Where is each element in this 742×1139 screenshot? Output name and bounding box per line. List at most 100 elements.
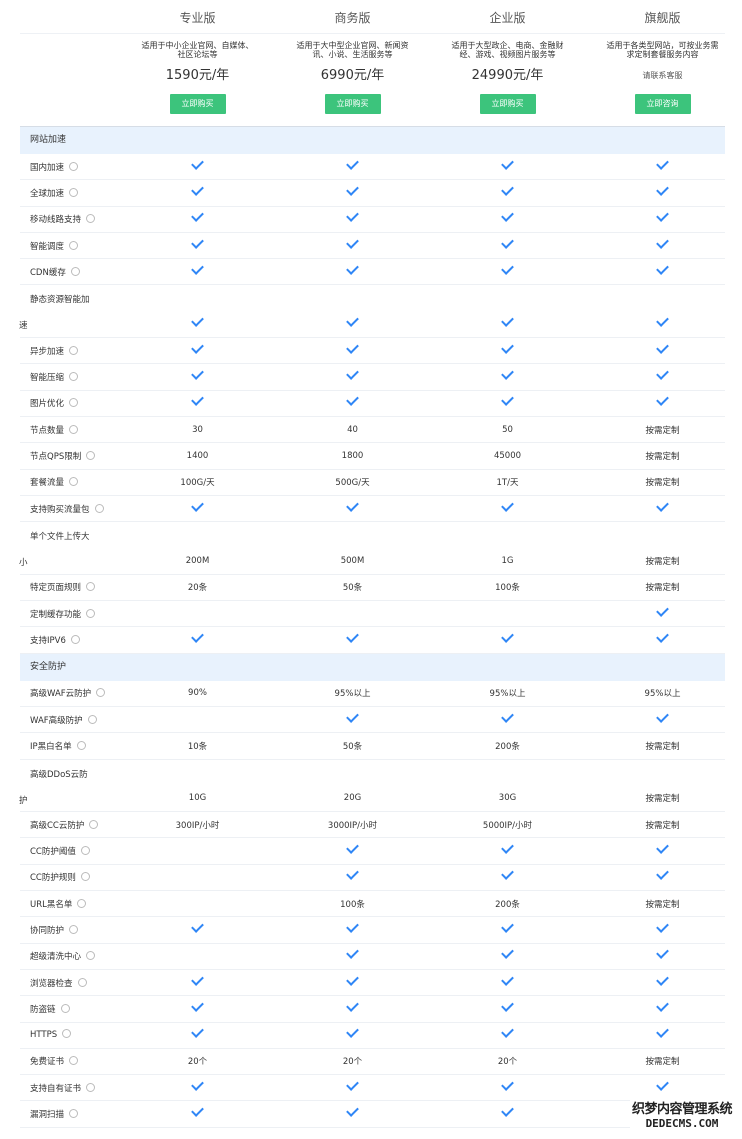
info-icon[interactable] — [86, 608, 96, 618]
feature-value: 1400 — [186, 450, 209, 461]
feature-row: 智能调度 — [20, 233, 725, 260]
info-icon[interactable] — [69, 1109, 79, 1119]
feature-label: 支持购买流量包 — [20, 503, 120, 515]
feature-cell — [275, 1025, 430, 1040]
feature-row: URL黑名单 100条 200条 按需定制 — [20, 891, 725, 918]
checkmark-icon — [501, 998, 514, 1012]
feature-label: CDN缓存 — [20, 266, 120, 278]
info-icon[interactable] — [69, 477, 79, 487]
info-icon[interactable] — [69, 424, 79, 434]
feature-value: 200条 — [495, 899, 520, 910]
feature-cell — [120, 367, 275, 382]
feature-label-text: 图片优化 — [30, 399, 65, 410]
watermark-url: DEDECMS.COM — [645, 1117, 719, 1130]
info-icon[interactable] — [69, 1056, 79, 1066]
pricing-comparison-table: 专业版 商务版 企业版 旗舰版 适用于中小企业官网、自媒体、社区论坛等 1590… — [19, 0, 725, 1128]
feature-label-text: CC防护阈值 — [30, 847, 76, 858]
info-icon[interactable] — [70, 266, 80, 276]
info-icon[interactable] — [80, 872, 90, 882]
checkmark-icon — [656, 340, 669, 354]
feature-cell — [275, 1104, 430, 1119]
feature-value: 95%以上 — [644, 689, 681, 700]
feature-row: 高级WAF云防护 90% 95%以上 95%以上 95%以上 — [20, 681, 725, 707]
info-icon[interactable] — [86, 951, 96, 961]
feature-value: 30 — [192, 424, 203, 435]
info-icon[interactable] — [69, 372, 79, 382]
feature-cell — [430, 293, 585, 329]
info-icon[interactable] — [86, 582, 96, 592]
info-icon[interactable] — [87, 714, 97, 724]
watermark-logo: 织梦内容管理系统 DEDECMS.COM — [629, 1097, 734, 1131]
info-icon[interactable] — [77, 977, 87, 987]
feature-cell — [275, 293, 430, 329]
checkmark-icon — [501, 314, 514, 328]
checkmark-icon — [191, 972, 204, 986]
feature-value: 500G/天 — [335, 478, 370, 489]
feature-value: 按需定制 — [645, 583, 680, 594]
feature-label: 套餐流量 — [20, 476, 120, 488]
info-icon[interactable] — [69, 345, 79, 355]
info-icon[interactable] — [80, 846, 90, 856]
feature-label-text: IP黑白名单 — [30, 741, 72, 752]
info-icon[interactable] — [89, 819, 99, 829]
feature-cell — [275, 498, 430, 514]
feature-label-text: 支持自有证书 — [30, 1083, 82, 1094]
feature-cell — [585, 261, 740, 277]
feature-label: CC防护阈值 — [20, 845, 120, 857]
info-icon[interactable] — [69, 161, 79, 171]
buy-button[interactable]: 立即购买 — [479, 94, 536, 114]
feature-label-line: 高级DDoS云防 — [30, 769, 88, 780]
feature-cell — [275, 183, 430, 198]
checkmark-icon — [346, 183, 359, 196]
checkmark-icon — [191, 261, 204, 275]
info-icon[interactable] — [60, 1003, 70, 1013]
feature-label: 高级WAF云防护 — [20, 687, 120, 699]
feature-cell — [585, 235, 740, 251]
info-icon[interactable] — [86, 1082, 96, 1092]
feature-row: 支持购买流量包 — [20, 496, 725, 523]
checkmark-icon — [191, 209, 204, 223]
feature-cell — [120, 235, 275, 251]
checkmark-icon — [346, 261, 359, 275]
feature-row: 静态资源智能加速 — [19, 285, 725, 339]
info-icon[interactable] — [69, 924, 79, 934]
consult-button[interactable]: 立即咨询 — [634, 94, 691, 114]
feature-row: 特定页面规则 20条 50条 100条 按需定制 — [20, 575, 725, 602]
info-icon[interactable] — [69, 398, 79, 408]
feature-label-text: 高级WAF云防护 — [30, 689, 92, 700]
info-icon[interactable] — [69, 240, 79, 250]
contact-support-text: 请联系客服 — [642, 71, 683, 80]
feature-value: 20G — [343, 793, 362, 804]
info-icon[interactable] — [86, 450, 96, 460]
feature-label: 全球加速 — [20, 187, 120, 199]
feature-cell — [430, 183, 585, 198]
feature-row: 高级DDoS云防护 10G 20G 30G 按需定制 — [19, 760, 725, 813]
checkmark-icon — [346, 314, 359, 328]
feature-label: 定制缓存功能 — [20, 608, 120, 620]
plan-description: 适用于大型政企、电商、金融财经、游戏、视频图片服务等 — [451, 41, 564, 59]
feature-label: 高级DDoS云防护 — [19, 760, 120, 812]
feature-row: 移动线路支持 — [20, 207, 725, 233]
feature-value: 1T/天 — [496, 478, 519, 489]
buy-button[interactable]: 立即购买 — [169, 94, 226, 114]
info-icon[interactable] — [70, 634, 80, 644]
feature-cell — [430, 1104, 585, 1119]
feature-cell — [430, 972, 585, 988]
buy-button[interactable]: 立即购买 — [324, 94, 381, 114]
plan-name: 商务版 — [334, 11, 371, 25]
info-icon[interactable] — [76, 740, 86, 750]
feature-cell — [430, 1025, 585, 1040]
info-icon[interactable] — [69, 187, 79, 197]
info-icon[interactable] — [94, 503, 104, 513]
plan-card: 适用于中小企业官网、自媒体、社区论坛等 1590元/年 立即购买 — [120, 34, 275, 126]
feature-row: 异步加速 — [20, 338, 725, 365]
info-icon[interactable] — [62, 1029, 72, 1039]
info-icon[interactable] — [86, 214, 96, 224]
checkmark-icon — [501, 841, 514, 854]
checkmark-icon — [656, 709, 669, 723]
feature-value: 按需定制 — [645, 425, 680, 436]
feature-value: 20个 — [342, 1057, 363, 1068]
feature-cell — [275, 393, 430, 408]
info-icon[interactable] — [96, 688, 106, 698]
info-icon[interactable] — [77, 898, 87, 908]
